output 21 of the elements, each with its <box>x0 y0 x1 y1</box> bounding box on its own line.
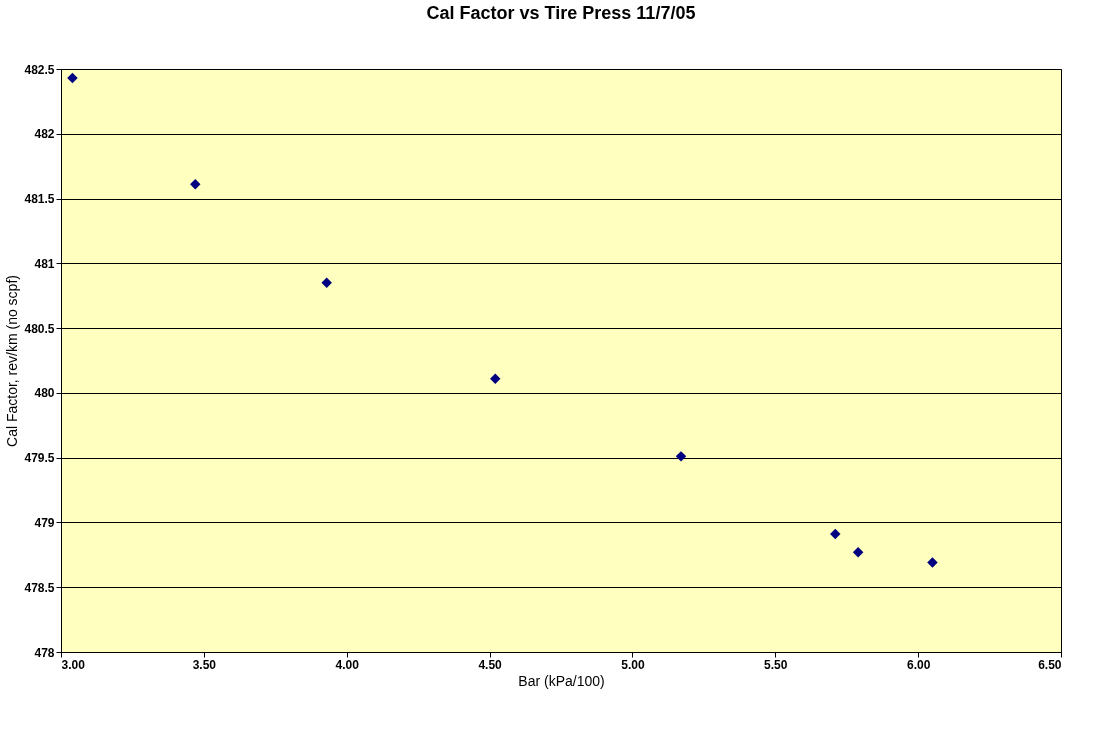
y-tick-label: 479 <box>34 515 55 530</box>
x-tick-label: 3.00 <box>61 657 86 672</box>
x-tick-label: 5.00 <box>621 657 645 672</box>
x-tick-label: 3.50 <box>192 657 217 672</box>
x-tick-label: 4.50 <box>478 657 503 672</box>
y-tick-label: 481 <box>34 256 55 271</box>
y-tick-label: 481.5 <box>24 192 55 207</box>
y-tick-label: 480 <box>34 386 55 401</box>
x-tick-label: 6.50 <box>1038 657 1062 672</box>
x-tick-label: 5.50 <box>764 657 788 672</box>
chart-title: Cal Factor vs Tire Press 11/7/05 <box>426 3 696 23</box>
x-tick-label: 6.00 <box>906 657 931 672</box>
x-tick-label: 4.00 <box>335 657 360 672</box>
y-tick-label: 478.5 <box>24 580 55 595</box>
y-tick-label: 479.5 <box>24 451 55 466</box>
y-tick-label: 482 <box>34 127 55 142</box>
y-axis-title: Cal Factor, rev/km (no scpf) <box>4 275 21 447</box>
y-tick-label: 480.5 <box>24 321 55 336</box>
x-axis-title: Bar (kPa/100) <box>518 672 605 689</box>
y-tick-label: 478 <box>34 645 55 660</box>
y-tick-label: 482.5 <box>24 62 55 77</box>
